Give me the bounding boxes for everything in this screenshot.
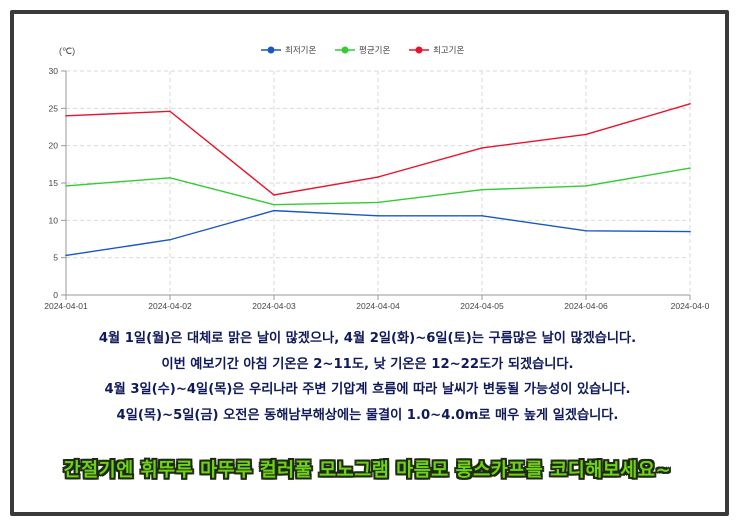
y-tick-label: 30 [49,66,59,76]
y-tick-label: 15 [49,178,59,188]
legend-label: 최저기온 [285,45,316,55]
data-point [585,133,587,136]
x-tick-label: 2024-04-02 [148,301,192,311]
data-point [169,176,171,179]
legend-label: 최고기온 [433,45,464,55]
card-frame [10,10,729,516]
data-point [273,209,275,212]
data-point [273,194,275,196]
temperature-line-chart: 0 5 10 15 20 25 30 2024-04-01 2024-04-02 2024-04-… [44,45,709,311]
forecast-notes: 4월 1일(월)은 대체로 맑은 날이 많겠으나, 4월 2일(화)~6일(토)… [14,326,721,428]
legend-marker [415,46,423,54]
legend-label: 평균기온 [359,45,390,55]
data-point [689,230,691,233]
legend-marker [267,46,275,54]
data-point [65,254,67,257]
data-point [65,185,67,187]
legend-item-3[interactable]: 최고기온 [409,45,464,55]
data-point [169,110,171,113]
data-point [481,188,483,191]
note-line-1: 4월 1일(월)은 대체로 맑은 날이 많겠으나, 4월 2일(화)~6일(토)… [98,331,637,346]
y-tick-label: 10 [49,215,59,225]
y-tick-label: 0 [53,290,58,300]
data-point [377,201,379,204]
data-point [689,167,691,169]
legend-marker [341,46,349,54]
data-point [585,185,587,187]
y-unit-label: (℃) [59,46,75,56]
data-point [689,103,691,105]
y-tick-label: 5 [53,253,58,263]
chart-legend[interactable]: 최저기온 평균기온 최고기온 [261,45,464,55]
note-line-2: 이번 예보기간 아침 기온은 2~11도, 낮 기온은 12~22도가 되겠습니… [161,356,574,372]
data-point [585,229,587,232]
data-point [65,115,67,117]
x-tick-label: 2024-04-06 [564,301,608,311]
chart-grid [66,70,691,296]
data-point [377,176,379,178]
data-point [273,203,275,206]
y-tick-label: 25 [49,103,59,113]
promo-slogan: 간절기엔 휘뚜루 마뚜루 컬러풀 모노그램 마름모 롱스카프를 코디해보세요~ [63,460,672,481]
legend-item-2[interactable]: 평균기온 [335,45,390,55]
note-line-3: 4월 3일(수)~4일(목)은 우리나라 주변 기압계 흐름에 따라 날씨가 변… [104,382,631,397]
y-tick-label: 20 [49,141,59,151]
x-tick-label: 2024-04-04 [356,301,400,311]
x-tick-label: 2024-04-0 [671,301,710,311]
chart-axes: 0 5 10 15 20 25 30 2024-04-01 2024-04-02 2024-04-… [44,66,709,311]
data-point [481,215,483,217]
x-tick-label: 2024-04-01 [44,301,88,311]
chart-series [65,103,691,257]
x-tick-label: 2024-04-05 [460,301,504,311]
data-point [169,238,171,241]
note-line-4: 4일(목)~5일(금) 오전은 동해남부해상에는 물결이 1.0~4.0m로 매… [116,407,619,423]
data-point [377,215,379,217]
x-tick-label: 2024-04-03 [252,301,296,311]
data-point [481,147,483,149]
chart-area: 0 5 10 15 20 25 30 2024-04-01 2024-04-02 2024-04-… [14,14,721,330]
legend-item-1[interactable]: 최저기온 [261,45,316,55]
